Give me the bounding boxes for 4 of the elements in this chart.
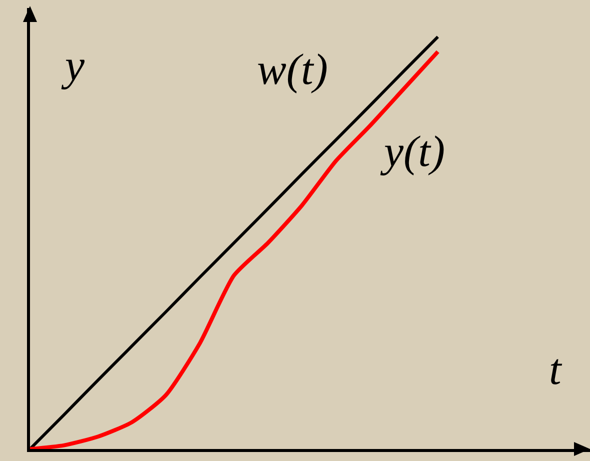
y-axis-title: y [61,41,85,90]
series-label: w(t) [257,45,328,94]
series-label: y(t) [380,127,446,176]
x-axis-title: t [549,345,563,394]
